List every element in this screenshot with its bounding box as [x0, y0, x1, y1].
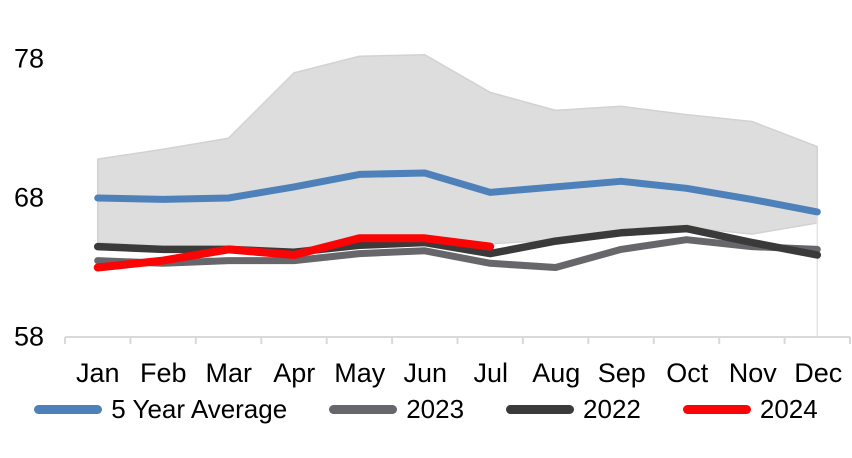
- legend-item-2022: 2022: [506, 394, 641, 424]
- legend-label-5-year-average: 5 Year Average: [111, 394, 288, 424]
- x-axis-tick-label: Jun: [403, 358, 448, 388]
- x-axis-line: [64, 336, 851, 344]
- legend-label-2022: 2022: [583, 394, 641, 424]
- x-axis-tick-label: Jan: [75, 358, 120, 388]
- x-axis-tick-label: Dec: [794, 358, 843, 388]
- x-axis-labels: Jan Feb Mar Apr May Jun Jul Aug Sep Oct …: [65, 358, 851, 388]
- x-axis-tick-label: May: [334, 358, 386, 388]
- x-axis-tick-label: Feb: [139, 358, 187, 388]
- x-axis-tick-label: Mar: [205, 358, 253, 388]
- legend-label-2023: 2023: [406, 394, 465, 424]
- x-axis-tick-label: Apr: [273, 358, 316, 388]
- legend-swatch-2024: [682, 404, 751, 414]
- range-band: [96, 54, 819, 253]
- series-line-5-year-average: [94, 169, 821, 216]
- legend: 5 Year Average 2023 2022 2024: [0, 392, 852, 426]
- legend-swatch-2023: [329, 404, 398, 414]
- series-line-2024: [93, 234, 495, 272]
- y-axis-tick-label: 58: [13, 321, 44, 352]
- legend-swatch-5-year-average: [34, 404, 103, 414]
- legend-swatch-2022: [506, 404, 575, 414]
- x-axis-tick-label: Sep: [597, 358, 646, 388]
- y-axis-tick-label: 68: [13, 182, 44, 213]
- x-axis-tick-label: Oct: [666, 358, 709, 388]
- x-axis-tick-label: Aug: [532, 358, 581, 388]
- legend-item-2024: 2024: [682, 394, 818, 424]
- x-axis-tick-label: Jul: [473, 358, 508, 388]
- legend-label-2024: 2024: [759, 394, 818, 424]
- y-axis-tick-label: 78: [13, 43, 44, 74]
- series-line-2023: [94, 236, 821, 271]
- legend-item-2023: 2023: [329, 394, 464, 424]
- legend-item-5-year-average: 5 Year Average: [34, 394, 287, 424]
- x-axis-tick-label: Nov: [728, 358, 777, 388]
- plot-area: [64, 54, 851, 344]
